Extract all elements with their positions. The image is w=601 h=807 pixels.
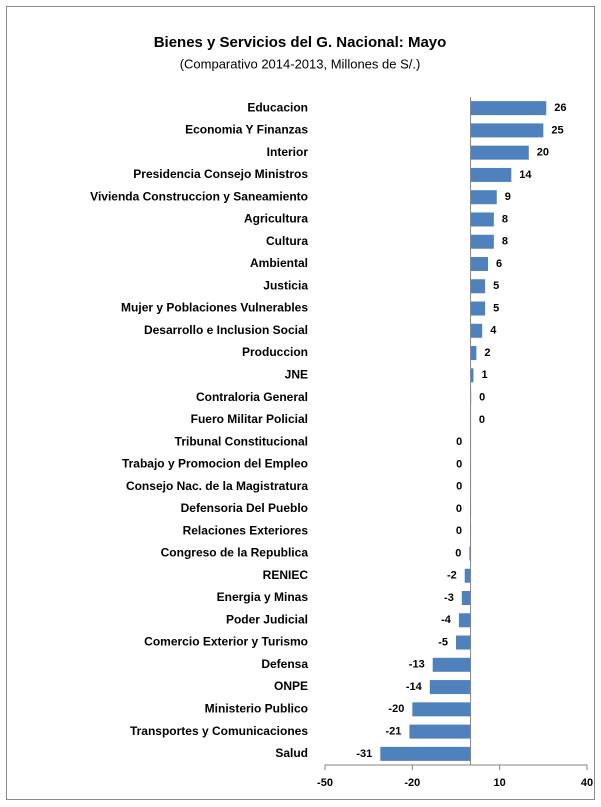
value-label: 0 [456,503,462,515]
value-label: 9 [505,191,511,203]
bar [470,301,486,316]
value-label: -20 [388,703,404,715]
x-tick-label: 40 [581,777,593,789]
category-label: Ministerio Publico [205,702,308,716]
category-label: Ambiental [250,256,308,270]
bar [470,279,486,294]
value-label: -21 [386,726,402,738]
category-label: Desarrollo e Inclusion Social [144,323,308,337]
category-label: Defensa [261,657,308,671]
bar [458,613,471,628]
bar [470,123,544,138]
value-label: 0 [456,525,462,537]
value-label: -13 [409,659,425,671]
category-label: ONPE [274,679,308,693]
value-label: 8 [502,213,508,225]
category-label: Comercio Exterior y Turismo [144,635,308,649]
value-label: 0 [479,392,485,404]
value-label: -3 [444,592,454,604]
value-label: -14 [406,681,423,693]
category-label: Educacion [247,100,308,114]
value-label: 26 [554,102,566,114]
bar [432,657,471,672]
category-label: Economia Y Finanzas [185,123,308,137]
x-tick-label: -50 [317,777,333,789]
bar [470,234,494,249]
category-label: Justicia [263,278,308,292]
bar [470,190,497,205]
bar [409,724,471,739]
value-label: 25 [551,124,563,136]
category-label: JNE [285,368,308,382]
value-label: 0 [456,458,462,470]
value-label: -2 [447,570,457,582]
value-label: -5 [438,636,448,648]
value-label: -4 [441,614,452,626]
category-label: Poder Judicial [226,612,308,626]
category-label: Congreso de la Republica [161,546,309,560]
value-label: 6 [496,258,502,270]
chart-frame [6,6,595,800]
x-tick-label: 10 [494,777,506,789]
bar [461,591,471,605]
category-label: Tribunal Constitucional [175,434,308,448]
category-label: Trabajo y Promocion del Empleo [122,457,308,471]
category-label: Contraloria General [196,390,308,404]
chart-title: Bienes y Servicios del G. Nacional: Mayo [154,34,447,51]
value-label: 0 [456,436,462,448]
bar [412,702,471,717]
bar [464,568,471,583]
value-label: 0 [455,547,461,559]
category-label: Vivienda Construccion y Saneamiento [90,189,308,203]
value-label: -31 [356,748,372,760]
category-label: Consejo Nac. de la Magistratura [126,479,308,493]
value-label: 14 [519,169,532,181]
value-label: 2 [484,347,490,359]
value-label: 0 [479,414,485,426]
category-label: Interior [267,145,309,159]
category-label: Transportes y Comunicaciones [130,724,308,738]
value-label: 4 [490,325,497,337]
bar [380,746,471,761]
category-label: Agricultura [244,212,308,226]
bar [469,546,471,561]
category-label: Produccion [242,345,308,359]
bar [470,145,529,160]
category-label: Fuero Militar Policial [191,412,308,426]
bar [470,346,477,361]
bar [470,167,512,182]
bar [470,368,474,383]
category-label: Relaciones Exteriores [183,523,309,537]
value-label: 8 [502,236,508,248]
x-tick-label: -20 [404,777,420,789]
bar [470,212,494,227]
category-label: Presidencia Consejo Ministros [133,167,308,181]
category-label: Salud [275,746,308,760]
value-label: 5 [493,302,499,314]
value-label: 1 [481,369,487,381]
category-label: Energia y Minas [217,590,309,604]
bar [470,101,547,116]
bar [429,680,471,695]
value-label: 0 [456,481,462,493]
bar [456,635,471,650]
category-label: Cultura [266,234,308,248]
value-label: 5 [493,280,499,292]
category-label: RENIEC [263,568,309,582]
value-label: 20 [537,147,549,159]
category-label: Defensoria Del Pueblo [181,501,308,515]
category-label: Mujer y Poblaciones Vulnerables [121,301,308,315]
bar [470,257,489,271]
bar [470,323,483,338]
chart-subtitle: (Comparativo 2014-2013, Millones de S/.) [180,56,421,71]
